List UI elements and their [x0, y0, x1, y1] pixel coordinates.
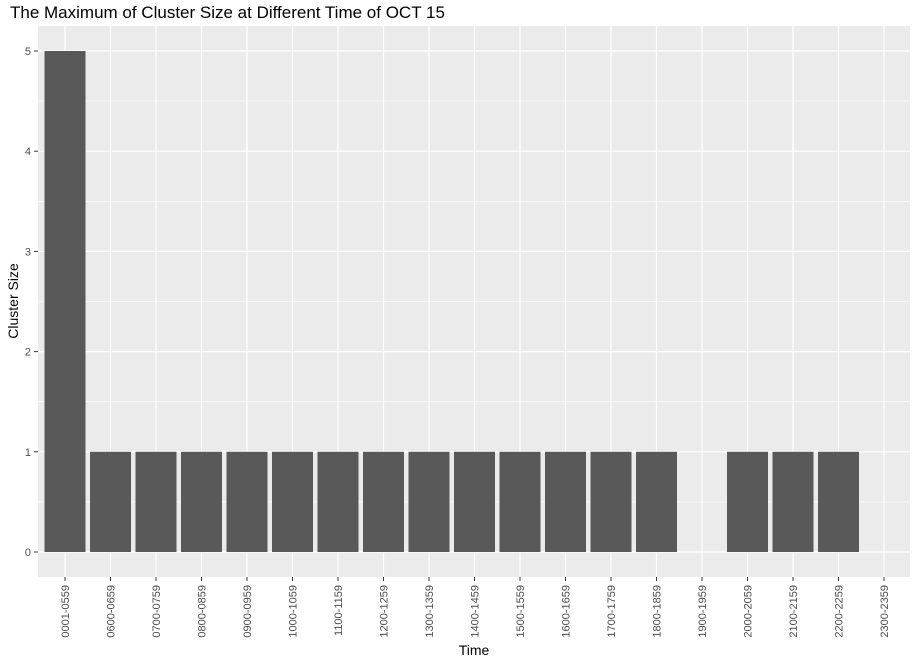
- bar: [135, 451, 177, 552]
- x-tick-label: 0600-0659: [106, 585, 118, 638]
- x-tick-label: 2300-2359: [879, 585, 891, 638]
- chart-title: The Maximum of Cluster Size at Different…: [10, 3, 445, 22]
- x-tick-label: 2200-2259: [834, 585, 846, 638]
- x-tick-label: 2100-2159: [788, 585, 800, 638]
- bar: [454, 451, 495, 552]
- x-axis: 0001-0559 0600-0659 0700-0759 0800-0859 0900…: [60, 577, 891, 638]
- x-tick-label: 1200-1259: [379, 585, 391, 638]
- y-tick-label: 4: [25, 146, 31, 158]
- x-tick-label: 0900-0959: [242, 585, 254, 638]
- bar: [226, 451, 268, 552]
- bars: [44, 51, 859, 552]
- bar: [818, 451, 859, 552]
- x-tick-label: 1900-1959: [697, 585, 709, 638]
- y-tick-label: 2: [25, 347, 31, 359]
- bar: [727, 451, 768, 552]
- x-tick-label: 1100-1159: [333, 585, 345, 636]
- x-tick-label: 0001-0559: [60, 585, 72, 638]
- x-tick-label: 0800-0859: [197, 585, 209, 638]
- bar: [499, 451, 541, 552]
- bar: [317, 451, 359, 552]
- y-tick-label: 0: [25, 547, 31, 559]
- x-tick-label: 1700-1759: [606, 585, 618, 638]
- x-tick-label: 1600-1659: [561, 585, 573, 638]
- x-tick-label: 1400-1459: [470, 585, 482, 638]
- bar: [636, 451, 677, 552]
- y-tick-label: 3: [25, 246, 31, 258]
- x-tick-label: 1800-1859: [652, 585, 664, 638]
- bar: [772, 451, 814, 552]
- x-tick-label: 1300-1359: [424, 585, 436, 638]
- x-tick-label: 2000-2059: [743, 585, 755, 638]
- bar: [590, 451, 632, 552]
- bar: [44, 51, 86, 552]
- y-tick-label: 1: [25, 447, 31, 459]
- y-axis: 0 1 2 3 4 5: [25, 46, 38, 559]
- x-axis-title: Time: [459, 642, 490, 658]
- bar: [181, 451, 222, 552]
- x-tick-label: 1500-1559: [515, 585, 527, 638]
- bar: [363, 451, 404, 552]
- bar: [272, 451, 313, 552]
- x-tick-label: 0700-0759: [151, 585, 163, 638]
- bar: [408, 451, 450, 552]
- bar: [90, 451, 131, 552]
- x-tick-label: 1000-1059: [288, 585, 300, 638]
- y-axis-title: Cluster Size: [5, 263, 21, 339]
- y-tick-label: 5: [25, 46, 31, 58]
- bar: [545, 451, 586, 552]
